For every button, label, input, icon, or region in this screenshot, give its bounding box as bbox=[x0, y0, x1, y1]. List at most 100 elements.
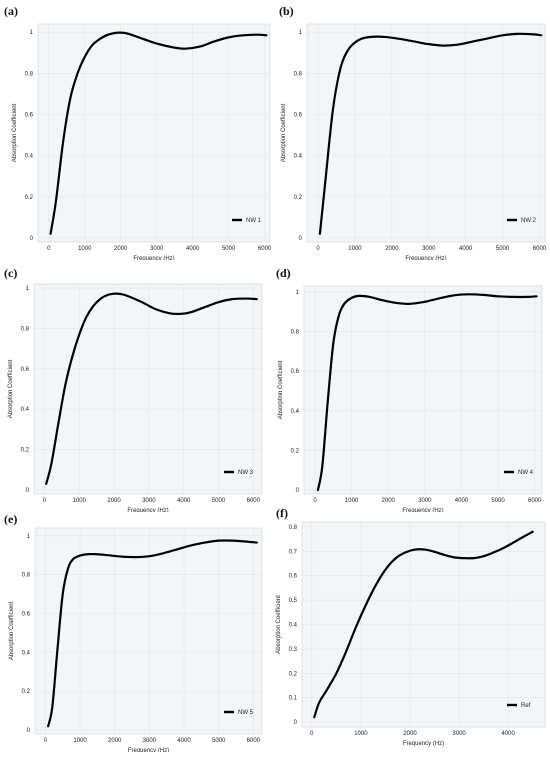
plot-area bbox=[35, 528, 262, 734]
y-tick-label: 0 bbox=[30, 236, 34, 242]
plot-area bbox=[304, 286, 542, 494]
legend-label: Ref bbox=[521, 703, 531, 709]
x-tick-label: 5000 bbox=[212, 498, 226, 504]
y-tick-label: 1 bbox=[299, 30, 303, 36]
y-tick-label: 1 bbox=[26, 286, 30, 292]
y-tick-label: 0 bbox=[26, 488, 30, 494]
y-tick-label: 1 bbox=[296, 290, 300, 296]
y-tick-label: 0.8 bbox=[25, 71, 34, 77]
x-tick-label: 2000 bbox=[114, 246, 128, 252]
x-axis-label: Frequency (Hz) bbox=[128, 748, 169, 752]
y-tick-label: 0.6 bbox=[291, 369, 300, 375]
y-tick-label: 0.4 bbox=[291, 409, 300, 415]
y-tick-label: 0 bbox=[296, 488, 300, 494]
x-tick-label: 1000 bbox=[78, 246, 92, 252]
y-tick-label: 0.2 bbox=[289, 671, 298, 677]
y-tick-label: 1 bbox=[30, 30, 34, 36]
y-tick-label: 0.2 bbox=[22, 689, 31, 695]
y-tick-label: 0.4 bbox=[25, 154, 34, 160]
plot-area bbox=[34, 284, 262, 494]
panel-label: (b) bbox=[279, 4, 294, 19]
x-tick-label: 4000 bbox=[177, 738, 191, 744]
x-tick-label: 5000 bbox=[222, 246, 236, 252]
x-tick-label: 2000 bbox=[385, 246, 399, 252]
x-tick-label: 4000 bbox=[502, 731, 516, 737]
y-tick-label: 0.4 bbox=[289, 623, 298, 629]
panel-label: (c) bbox=[4, 266, 17, 281]
legend-label: NW 2 bbox=[521, 218, 537, 224]
plot-area bbox=[307, 24, 545, 242]
y-axis-label: Absorption Coefficient bbox=[12, 103, 18, 162]
x-tick-label: 1000 bbox=[73, 738, 87, 744]
x-tick-label: 3000 bbox=[452, 731, 466, 737]
x-tick-label: 3000 bbox=[143, 738, 157, 744]
x-tick-label: 4000 bbox=[186, 246, 200, 252]
x-tick-label: 0 bbox=[47, 246, 51, 252]
x-tick-label: 0 bbox=[316, 246, 320, 252]
y-tick-label: 0.5 bbox=[289, 598, 298, 604]
x-tick-label: 5000 bbox=[496, 246, 510, 252]
y-tick-label: 0.6 bbox=[22, 612, 31, 618]
panel-label: (d) bbox=[276, 266, 291, 281]
x-tick-label: 4000 bbox=[459, 246, 473, 252]
x-tick-label: 4000 bbox=[177, 498, 191, 504]
y-tick-label: 0 bbox=[294, 720, 298, 726]
x-tick-label: 0 bbox=[310, 731, 314, 737]
y-tick-label: 0.1 bbox=[289, 696, 298, 702]
y-tick-label: 0 bbox=[27, 728, 31, 734]
x-tick-label: 3000 bbox=[422, 246, 436, 252]
x-tick-label: 3000 bbox=[150, 246, 164, 252]
y-tick-label: 0.6 bbox=[25, 112, 34, 118]
x-tick-label: 5000 bbox=[212, 738, 226, 744]
y-tick-label: 0.2 bbox=[291, 448, 300, 454]
x-axis-label: Frequency (Hz) bbox=[405, 256, 446, 260]
plot-area bbox=[38, 24, 270, 242]
y-tick-label: 0.8 bbox=[21, 326, 30, 332]
x-tick-label: 6000 bbox=[533, 246, 547, 252]
x-tick-label: 2000 bbox=[403, 731, 417, 737]
x-tick-label: 2000 bbox=[108, 738, 122, 744]
x-tick-label: 6000 bbox=[247, 498, 261, 504]
panel-label: (a) bbox=[4, 4, 18, 19]
legend-label: NW 4 bbox=[518, 470, 534, 476]
x-tick-label: 0 bbox=[43, 498, 47, 504]
y-axis-label: Absorption Coefficient bbox=[8, 359, 14, 418]
y-tick-label: 0 bbox=[299, 236, 303, 242]
y-tick-label: 0.8 bbox=[289, 525, 298, 531]
y-tick-label: 0.2 bbox=[294, 195, 303, 201]
x-tick-label: 1000 bbox=[73, 498, 87, 504]
x-tick-label: 1000 bbox=[354, 731, 368, 737]
x-tick-label: 3000 bbox=[142, 498, 156, 504]
y-tick-label: 0.6 bbox=[294, 112, 303, 118]
y-axis-label: Absorption Coefficient bbox=[276, 595, 282, 654]
x-axis-label: Frequency (Hz) bbox=[133, 256, 174, 260]
legend-label: NW 3 bbox=[238, 470, 254, 476]
y-axis-label: Absorption Coefficient bbox=[278, 360, 284, 419]
legend-label: NW 1 bbox=[246, 218, 262, 224]
y-tick-label: 0.6 bbox=[21, 367, 30, 373]
y-tick-label: 1 bbox=[27, 534, 31, 540]
panel-label: (f) bbox=[276, 506, 288, 521]
y-tick-label: 0.8 bbox=[22, 573, 31, 579]
panel-label: (e) bbox=[4, 512, 17, 527]
y-tick-label: 0.2 bbox=[21, 448, 30, 454]
y-tick-label: 0.3 bbox=[289, 647, 298, 653]
y-tick-label: 0.4 bbox=[22, 650, 31, 656]
x-tick-label: 2000 bbox=[107, 498, 121, 504]
x-tick-label: 6000 bbox=[258, 246, 272, 252]
y-tick-label: 0.4 bbox=[294, 154, 303, 160]
y-axis-label: Absorption Coefficient bbox=[9, 601, 15, 660]
y-tick-label: 0.6 bbox=[289, 574, 298, 580]
x-tick-label: 1000 bbox=[348, 246, 362, 252]
y-tick-label: 0.8 bbox=[291, 330, 300, 336]
